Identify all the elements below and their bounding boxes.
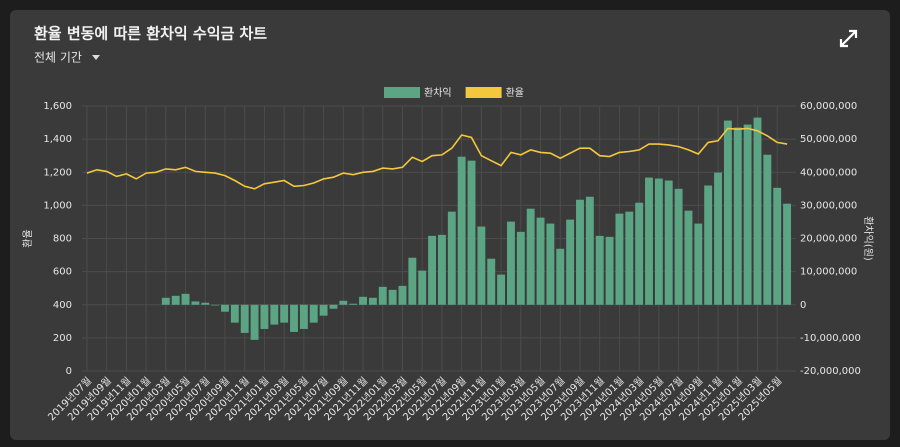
bar bbox=[635, 202, 644, 305]
bar bbox=[714, 172, 722, 305]
y2-tick-label: 0 bbox=[800, 300, 806, 311]
bar bbox=[645, 177, 653, 305]
y2-tick-label: 20,000,000 bbox=[800, 234, 857, 245]
y2-tick-label: -10,000,000 bbox=[800, 333, 861, 344]
bar bbox=[684, 210, 693, 305]
bar bbox=[753, 117, 762, 305]
bar bbox=[447, 211, 456, 305]
bar bbox=[743, 124, 752, 305]
y2-tick-label: 30,000,000 bbox=[800, 200, 857, 211]
y2-tick-label: -20,000,000 bbox=[800, 366, 861, 377]
bar bbox=[783, 203, 792, 305]
bar bbox=[240, 304, 249, 333]
bar bbox=[546, 223, 555, 305]
y-tick-label: 600 bbox=[53, 267, 72, 278]
bar bbox=[516, 231, 525, 305]
bar bbox=[773, 187, 782, 305]
bar bbox=[615, 213, 624, 305]
bar bbox=[595, 235, 604, 305]
bar bbox=[221, 304, 229, 312]
bar bbox=[408, 257, 417, 305]
bar bbox=[625, 211, 634, 305]
bar bbox=[418, 270, 427, 305]
y-tick-label: 200 bbox=[53, 333, 72, 344]
bar bbox=[507, 221, 515, 305]
bar bbox=[457, 156, 466, 305]
bar bbox=[526, 208, 535, 305]
bar bbox=[181, 293, 190, 305]
bar bbox=[270, 304, 279, 325]
bar bbox=[674, 188, 683, 305]
bar bbox=[428, 235, 437, 305]
bar bbox=[260, 304, 269, 329]
y-tick-label: 1,400 bbox=[43, 134, 72, 145]
bar bbox=[339, 300, 348, 305]
y2-tick-label: 50,000,000 bbox=[800, 134, 857, 145]
bar bbox=[605, 236, 614, 305]
bar bbox=[319, 304, 328, 316]
bar bbox=[388, 289, 397, 305]
bar bbox=[704, 185, 713, 305]
y2-axis-title: 환차익(원) bbox=[862, 216, 874, 261]
y-tick-label: 1,200 bbox=[43, 167, 72, 178]
expand-icon[interactable] bbox=[839, 29, 858, 48]
period-select[interactable]: 전체 기간 bbox=[34, 51, 82, 65]
y2-tick-label: 10,000,000 bbox=[800, 267, 857, 278]
legend-label: 환차익 bbox=[424, 87, 452, 99]
bar bbox=[398, 285, 407, 305]
bar bbox=[556, 248, 565, 305]
bar bbox=[763, 154, 772, 305]
line bbox=[86, 127, 788, 190]
bar bbox=[359, 296, 367, 305]
bar bbox=[378, 286, 387, 305]
y-axis-title: 환율 bbox=[22, 229, 34, 247]
bar bbox=[585, 196, 594, 305]
y-tick-label: 1,000 bbox=[43, 200, 72, 211]
bar bbox=[309, 304, 318, 323]
bar bbox=[733, 127, 742, 305]
bar bbox=[280, 304, 289, 323]
bar bbox=[171, 295, 180, 305]
bar bbox=[467, 160, 476, 305]
bar bbox=[299, 304, 308, 329]
bar bbox=[437, 234, 446, 305]
legend-swatch bbox=[465, 87, 502, 98]
bar bbox=[191, 301, 200, 305]
bar bbox=[211, 304, 220, 306]
bar bbox=[349, 303, 358, 305]
bar bbox=[368, 297, 377, 305]
bar bbox=[230, 304, 239, 323]
dropdown-caret[interactable] bbox=[92, 55, 100, 60]
y-tick-label: 800 bbox=[53, 234, 72, 245]
y-tick-label: 400 bbox=[53, 300, 72, 311]
bar bbox=[161, 297, 170, 305]
bar bbox=[566, 219, 575, 305]
bar bbox=[290, 304, 298, 332]
bar bbox=[576, 199, 584, 305]
bar bbox=[477, 226, 486, 305]
legend-swatch bbox=[384, 87, 420, 98]
y-tick-label: 0 bbox=[66, 366, 72, 377]
bar bbox=[654, 178, 663, 305]
bar bbox=[723, 120, 732, 305]
legend-label: 환율 bbox=[506, 87, 524, 99]
bar bbox=[694, 223, 703, 305]
bar bbox=[201, 302, 210, 305]
bar bbox=[497, 274, 506, 305]
y-tick-label: 1,600 bbox=[43, 101, 72, 112]
bar bbox=[664, 180, 673, 305]
bar bbox=[329, 304, 338, 309]
page-title: 환율 변동에 따른 환차익 수익금 차트 bbox=[34, 25, 267, 43]
bar bbox=[536, 217, 545, 305]
bar bbox=[250, 304, 259, 340]
bar bbox=[487, 258, 496, 305]
y2-tick-label: 60,000,000 bbox=[800, 101, 857, 112]
y2-tick-label: 40,000,000 bbox=[800, 167, 857, 178]
